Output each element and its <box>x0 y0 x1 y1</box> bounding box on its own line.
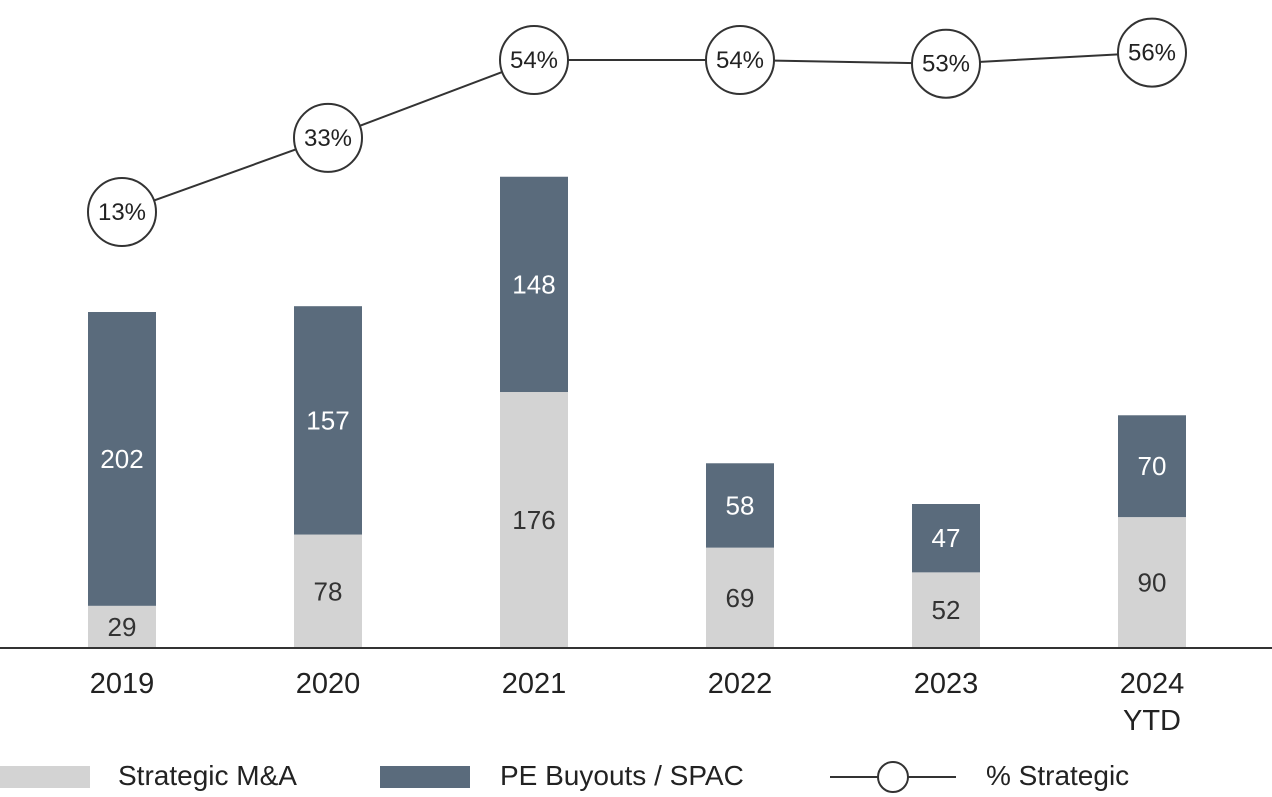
legend-label-strategic-ma: Strategic M&A <box>118 760 297 791</box>
data-label-pe-buyouts-spac: 47 <box>932 523 961 553</box>
percent-marker <box>499 25 569 95</box>
legend-swatch-pe-buyouts-spac <box>380 766 470 788</box>
bar-strategic-ma <box>706 547 774 648</box>
bar-strategic-ma <box>294 534 362 648</box>
data-label-strategic-ma: 69 <box>726 583 755 613</box>
percent-label: 33% <box>304 125 352 152</box>
legend-swatch-strategic-ma <box>0 766 90 788</box>
bar-strategic-ma <box>500 392 568 648</box>
percent-marker <box>911 28 981 99</box>
data-label-pe-buyouts-spac: 70 <box>1138 451 1167 481</box>
bar-strategic-ma <box>88 605 156 648</box>
bar-pe-buyouts-spac <box>1118 415 1186 518</box>
percent-marker <box>1117 17 1187 88</box>
x-tick-label: 2022 <box>708 668 773 700</box>
data-label-pe-buyouts-spac: 148 <box>512 269 555 299</box>
percent-marker <box>705 25 775 95</box>
percent-label: 54% <box>716 47 764 74</box>
legend: Strategic M&A PE Buyouts / SPAC % Strategi… <box>0 760 1129 793</box>
bar-strategic-ma <box>912 572 980 648</box>
x-tick-label: 2020 <box>296 668 361 700</box>
percent-label: 13% <box>98 199 146 226</box>
x-axis-layer: 2019 2020 2021 2022 2023 2024 YTD <box>90 668 1185 737</box>
bar-pe-buyouts-spac <box>912 504 980 573</box>
data-label-strategic-ma: 176 <box>512 505 555 535</box>
bar-pe-buyouts-spac <box>500 176 568 393</box>
strategic-percent-line <box>121 51 1153 213</box>
data-label-pe-buyouts-spac: 157 <box>306 405 349 435</box>
legend-marker-strategic-percent <box>877 761 909 793</box>
x-tick-label: 2023 <box>914 668 979 700</box>
data-label-pe-buyouts-spac: 202 <box>100 444 143 474</box>
data-label-strategic-ma: 29 <box>108 612 137 642</box>
x-tick-label: YTD <box>1123 705 1181 737</box>
x-tick-label: 2024 <box>1120 668 1185 700</box>
bar-pe-buyouts-spac <box>88 312 156 606</box>
legend-label-pe-buyouts-spac: PE Buyouts / SPAC <box>500 760 744 791</box>
x-tick-label: 2021 <box>502 668 567 700</box>
data-label-strategic-ma: 90 <box>1138 568 1167 598</box>
bars-layer: 29 202 78 157 176 148 69 58 52 47 90 70 <box>88 176 1186 648</box>
bar-strategic-ma <box>1118 517 1186 648</box>
percent-label: 53% <box>922 51 970 78</box>
data-label-strategic-ma: 78 <box>314 576 343 606</box>
percent-marker <box>87 177 157 247</box>
percent-label: 56% <box>1128 40 1176 67</box>
line-layer: 13% 33% 54% 54% 53% 56% <box>87 17 1187 247</box>
legend-label-strategic-percent: % Strategic <box>986 760 1129 791</box>
bar-pe-buyouts-spac <box>706 463 774 548</box>
x-tick-label: 2019 <box>90 668 155 700</box>
data-label-strategic-ma: 52 <box>932 595 961 625</box>
percent-label: 54% <box>510 47 558 74</box>
percent-marker <box>293 102 363 173</box>
bar-pe-buyouts-spac <box>294 306 362 535</box>
data-label-pe-buyouts-spac: 58 <box>726 490 755 520</box>
